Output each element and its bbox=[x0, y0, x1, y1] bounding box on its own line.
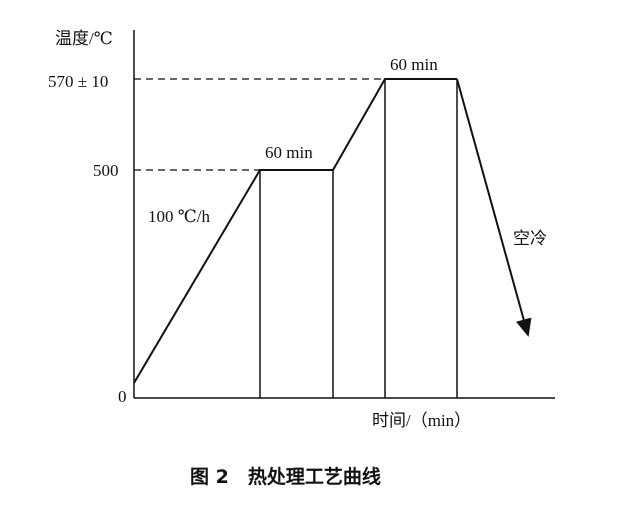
cooling-arrow bbox=[456, 78, 532, 337]
caption: 图 2 热处理工艺曲线 bbox=[190, 465, 381, 488]
annotation: 100 ℃/h bbox=[148, 207, 210, 226]
annotation: 60 min bbox=[390, 55, 438, 74]
y-tick-label: 0 bbox=[118, 387, 127, 406]
y-tick-label: 500 bbox=[93, 161, 119, 180]
y-tick-label: 570 ± 10 bbox=[48, 72, 108, 91]
annotation: 空冷 bbox=[513, 229, 547, 248]
y-axis-label: 温度/℃ bbox=[55, 29, 113, 48]
annotation: 60 min bbox=[265, 143, 313, 162]
process-curve bbox=[133, 78, 457, 384]
x-axis-label: 时间/（min） bbox=[372, 411, 471, 430]
